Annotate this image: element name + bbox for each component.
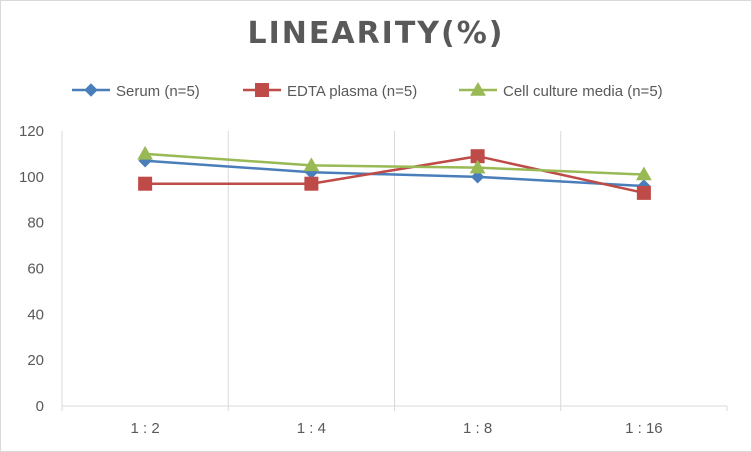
y-tick-label: 20	[27, 352, 44, 369]
data-point	[138, 176, 153, 191]
legend: Serum (n=5) EDTA plasma (n=5) Cell culture…	[72, 81, 663, 100]
series-3	[137, 145, 652, 181]
data-point	[303, 157, 320, 172]
legend-marker	[255, 83, 269, 97]
y-tick-label: 40	[27, 306, 44, 323]
x-tick-label: 1 : 4	[297, 420, 326, 437]
series-line	[145, 152, 644, 176]
legend-label: Serum (n=5)	[116, 83, 200, 100]
y-tick-label: 100	[19, 169, 44, 186]
y-tick-label: 80	[27, 215, 44, 232]
series-2	[138, 149, 651, 200]
legend-item: Serum (n=5)	[72, 83, 200, 100]
legend-item: EDTA plasma (n=5)	[243, 83, 417, 100]
legend-label: Cell culture media (n=5)	[503, 83, 663, 100]
x-tick-label: 1 : 2	[131, 420, 160, 437]
axes	[61, 131, 728, 411]
x-tick-label: 1 : 8	[463, 420, 492, 437]
series-line	[145, 159, 644, 188]
legend-label: EDTA plasma (n=5)	[287, 83, 417, 100]
data-point	[636, 166, 652, 181]
series-line	[145, 154, 645, 195]
data-point	[636, 185, 651, 200]
legend-marker	[84, 83, 98, 97]
legend-item: Cell culture media (n=5)	[459, 81, 663, 100]
data-point	[137, 145, 153, 160]
data-point	[470, 170, 485, 184]
y-tick-label: 0	[36, 398, 44, 415]
y-tick-label: 60	[27, 261, 44, 278]
chart-title: LINEARITY(%)	[247, 16, 505, 51]
grid	[227, 131, 562, 406]
series-layer	[137, 145, 652, 200]
y-tick-label: 120	[19, 123, 44, 140]
data-point	[304, 176, 319, 191]
data-point	[469, 159, 486, 174]
y-axis-ticks: 0 20 40 60 80 100 120	[19, 123, 44, 415]
x-axis-ticks: 1 : 2 1 : 4 1 : 8 1 : 16	[131, 420, 663, 437]
series-1	[138, 154, 651, 193]
x-tick-label: 1 : 16	[625, 420, 663, 437]
legend-marker	[470, 81, 486, 96]
